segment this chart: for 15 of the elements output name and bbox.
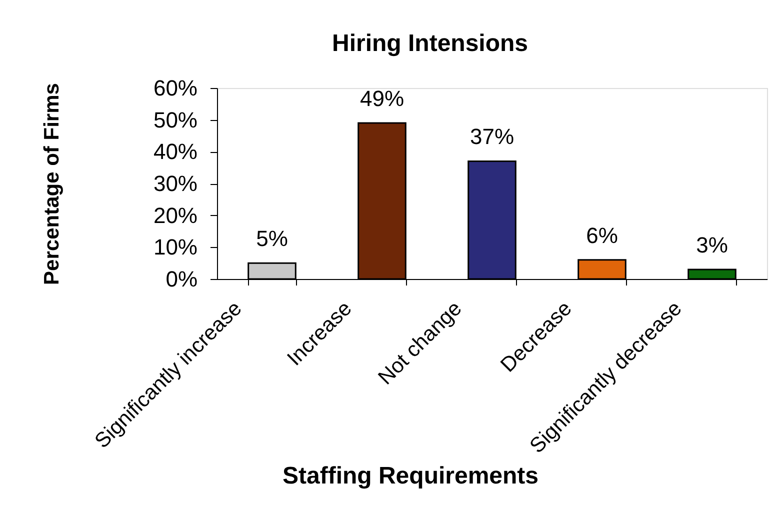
data-label: 37%: [470, 124, 514, 150]
y-tick-label: 60%: [153, 76, 198, 100]
y-tick-label: 30%: [153, 171, 198, 196]
y-tick-label: 50%: [153, 107, 198, 132]
data-label: 3%: [696, 232, 728, 258]
y-tick-label: 10%: [153, 234, 198, 260]
y-tick-label: 40%: [153, 139, 198, 164]
data-label: 6%: [586, 222, 618, 248]
data-label: 5%: [256, 226, 288, 252]
y-axis-title: Percentage of Firms: [40, 83, 64, 285]
y-tick-label: 0%: [166, 266, 198, 292]
chart-title: Hiring Intensions: [332, 30, 528, 57]
data-label: 49%: [360, 86, 404, 112]
x-axis-title: Staffing Requirements: [282, 462, 539, 490]
y-tick-label: 20%: [153, 202, 198, 228]
